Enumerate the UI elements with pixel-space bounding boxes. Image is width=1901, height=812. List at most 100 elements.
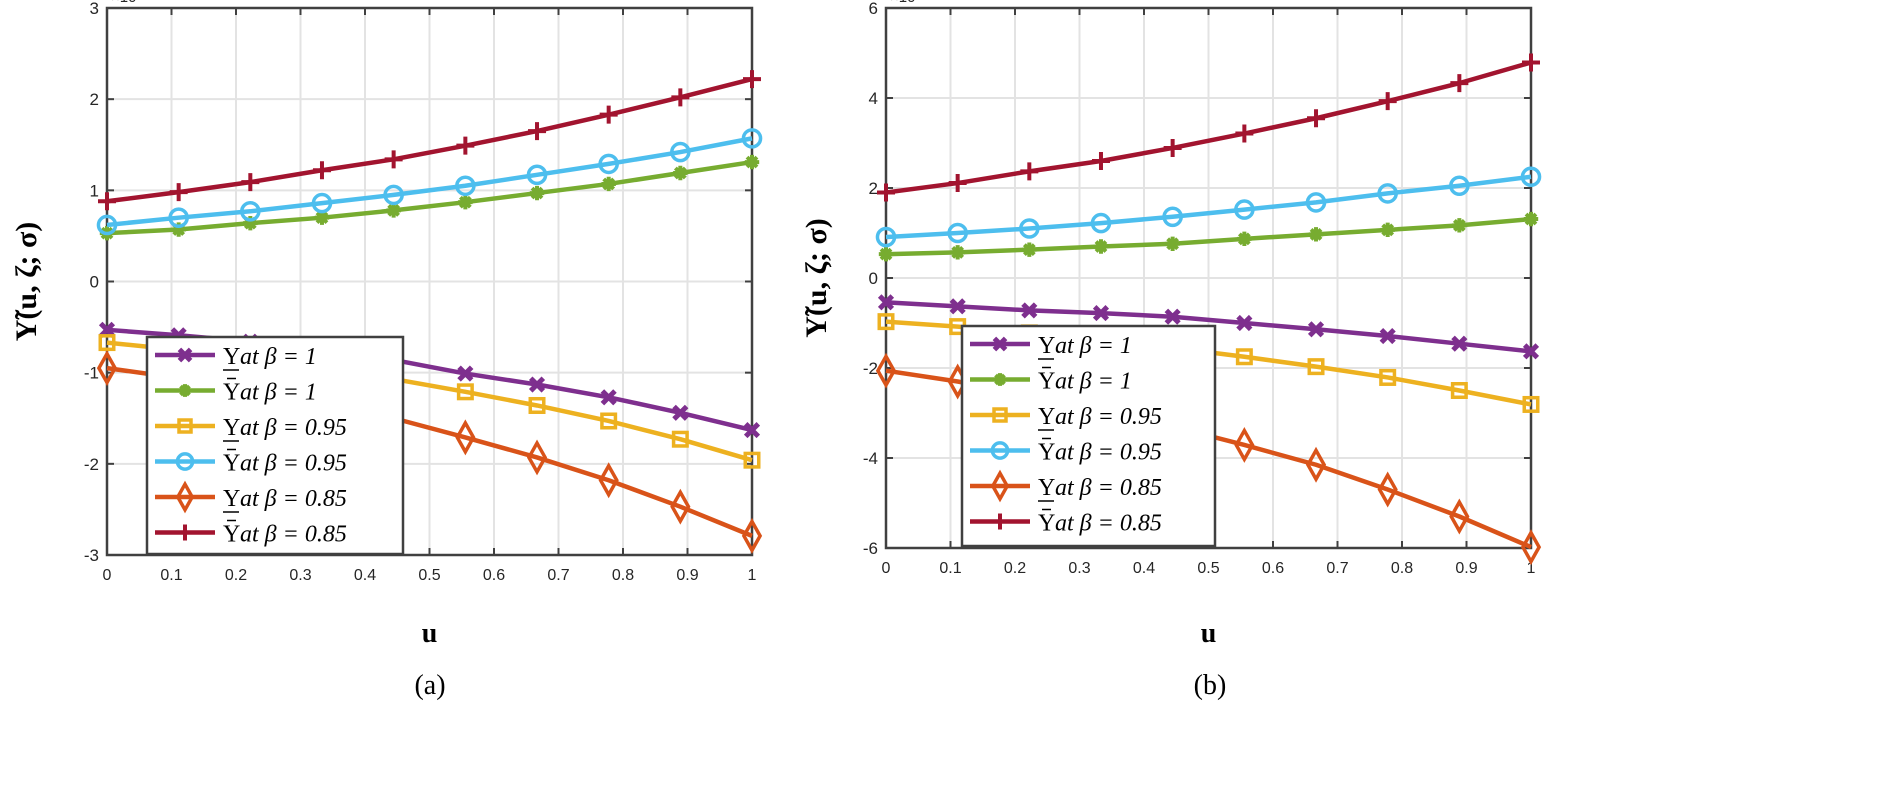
- y-tick-label: -3: [84, 546, 99, 565]
- legend-box: [145, 335, 405, 556]
- x-tick-label: 0.9: [1455, 560, 1477, 577]
- marker-circle-icon: [947, 222, 968, 244]
- marker-star-icon: [243, 215, 258, 231]
- marker-circle-icon: [96, 214, 118, 236]
- marker-circle-icon: [741, 128, 763, 149]
- marker-circle-icon: [1162, 206, 1183, 228]
- legend-label: at β = 0.85: [1055, 475, 1162, 501]
- chart-b: 0 0.1 0.2 0.3 0.4 0.5 0.6 0.7 0.8 0.9 1 -6 -4 -2 0 2 4 6 ×…: [800, 0, 1542, 701]
- marker-circle-icon: [1234, 199, 1255, 220]
- legend-item: Υ at β = 0.95: [155, 415, 347, 442]
- marker-circle-icon: [240, 201, 261, 222]
- marker-plus-icon: [528, 122, 547, 141]
- series-green: [878, 211, 1539, 262]
- x-tick-label: 0.9: [676, 567, 698, 584]
- marker-star-icon: [386, 203, 401, 218]
- x-tick-label: 0.4: [1133, 560, 1155, 577]
- legend-item: Υ at β = 0.85: [155, 519, 347, 548]
- marker-x-icon: [992, 336, 1008, 352]
- axes-box: [105, 6, 754, 557]
- marker-x-icon: [1164, 308, 1181, 325]
- x-tick-label: 0.4: [354, 567, 376, 584]
- marker-plus-icon: [456, 136, 475, 155]
- y-tick-label: 1: [90, 181, 99, 200]
- marker-plus-icon: [948, 174, 967, 193]
- marker-plus-icon: [877, 183, 895, 202]
- marker-plus-icon: [384, 150, 403, 169]
- x-tick-label: 0.8: [1391, 560, 1413, 577]
- marker-diamond-icon: [526, 439, 548, 476]
- marker-diamond-icon: [875, 352, 897, 389]
- series-line: [885, 174, 1532, 240]
- legend-symbol: Υ: [223, 522, 240, 548]
- series-line: [106, 76, 753, 204]
- marker-circle-icon: [383, 184, 404, 206]
- x-axis-label: u: [1201, 618, 1217, 649]
- marker-square-icon: [1235, 348, 1253, 366]
- series-red: [98, 70, 761, 211]
- legend-label: at β = 0.95: [1055, 404, 1162, 430]
- legend-label: at β = 1: [240, 380, 317, 406]
- marker-plus-icon: [98, 192, 116, 211]
- legend-symbol: Υ: [223, 380, 240, 406]
- marker-plus-icon: [1522, 53, 1540, 72]
- y-tick-label: 0: [90, 273, 99, 292]
- legend-symbol: Υ: [1038, 511, 1055, 537]
- x-tick-label: 0.8: [612, 567, 634, 584]
- series-line: [885, 300, 1532, 354]
- marker-plus-icon: [1020, 162, 1039, 181]
- marker-circle-icon: [1449, 175, 1470, 197]
- x-tick-label: 0.6: [1262, 560, 1284, 577]
- x-tick-label: 0.2: [1004, 560, 1026, 577]
- legend-symbol: Υ: [1038, 369, 1055, 395]
- y-tick-label: -1: [84, 364, 99, 383]
- series-line: [106, 136, 753, 228]
- marker-circle-icon: [670, 141, 691, 163]
- marker-circle-icon: [875, 226, 897, 248]
- marker-square-icon: [992, 407, 1008, 423]
- series-red: [877, 53, 1540, 202]
- x-tick-label: 0.5: [1197, 560, 1219, 577]
- marker-square-icon: [1379, 368, 1397, 386]
- marker-diamond-icon: [1449, 498, 1470, 535]
- marker-circle-icon: [455, 175, 476, 197]
- series-line: [885, 216, 1532, 257]
- x-tick-label: 0.5: [418, 567, 440, 584]
- marker-plus-icon: [312, 161, 331, 180]
- marker-circle-icon: [175, 452, 195, 471]
- marker-x-icon: [1021, 302, 1038, 319]
- legend-label: at β = 0.95: [240, 415, 347, 441]
- y-axis-multiplier: ×10: [111, 0, 136, 6]
- marker-square-icon: [671, 430, 689, 448]
- x-tick-label: 0.2: [225, 567, 247, 584]
- marker-circle-icon: [990, 441, 1010, 460]
- x-tick-label: 1: [748, 567, 757, 584]
- marker-star-icon: [458, 194, 473, 210]
- marker-plus-icon: [1235, 124, 1254, 143]
- marker-plus-icon: [169, 183, 188, 202]
- y-tick-label: -2: [84, 455, 99, 474]
- y-axis-multiplier: ×10: [890, 0, 915, 6]
- legend: Υ at β = 1Υ at β = 1Υ at β = 0.95Υ at β …: [960, 324, 1217, 548]
- legend-symbol: Υ: [1038, 404, 1055, 430]
- marker-diamond-icon: [1377, 471, 1398, 508]
- marker-plus-icon: [1163, 138, 1182, 157]
- marker-circle-icon: [1377, 183, 1398, 204]
- y-tick-label: 6: [869, 0, 878, 18]
- marker-square-icon: [743, 451, 761, 469]
- series-blue: [875, 166, 1542, 248]
- y-axis-label: Υ̃(u, ζ; σ): [800, 218, 833, 338]
- y-tick-label: -2: [863, 359, 878, 378]
- legend-label: at β = 0.85: [240, 486, 347, 512]
- marker-star-icon: [878, 246, 894, 262]
- marker-star-icon: [1022, 242, 1037, 257]
- marker-x-icon: [528, 376, 546, 393]
- marker-star-icon: [601, 176, 616, 192]
- marker-diamond-icon: [1234, 426, 1255, 463]
- marker-circle-icon: [598, 153, 619, 175]
- marker-circle-icon: [1019, 218, 1040, 239]
- legend-item: Υ at β = 0.85: [970, 469, 1162, 503]
- legend-item: Υ at β = 1: [970, 366, 1132, 395]
- marker-x-icon: [743, 422, 761, 439]
- marker-x-icon: [877, 294, 895, 311]
